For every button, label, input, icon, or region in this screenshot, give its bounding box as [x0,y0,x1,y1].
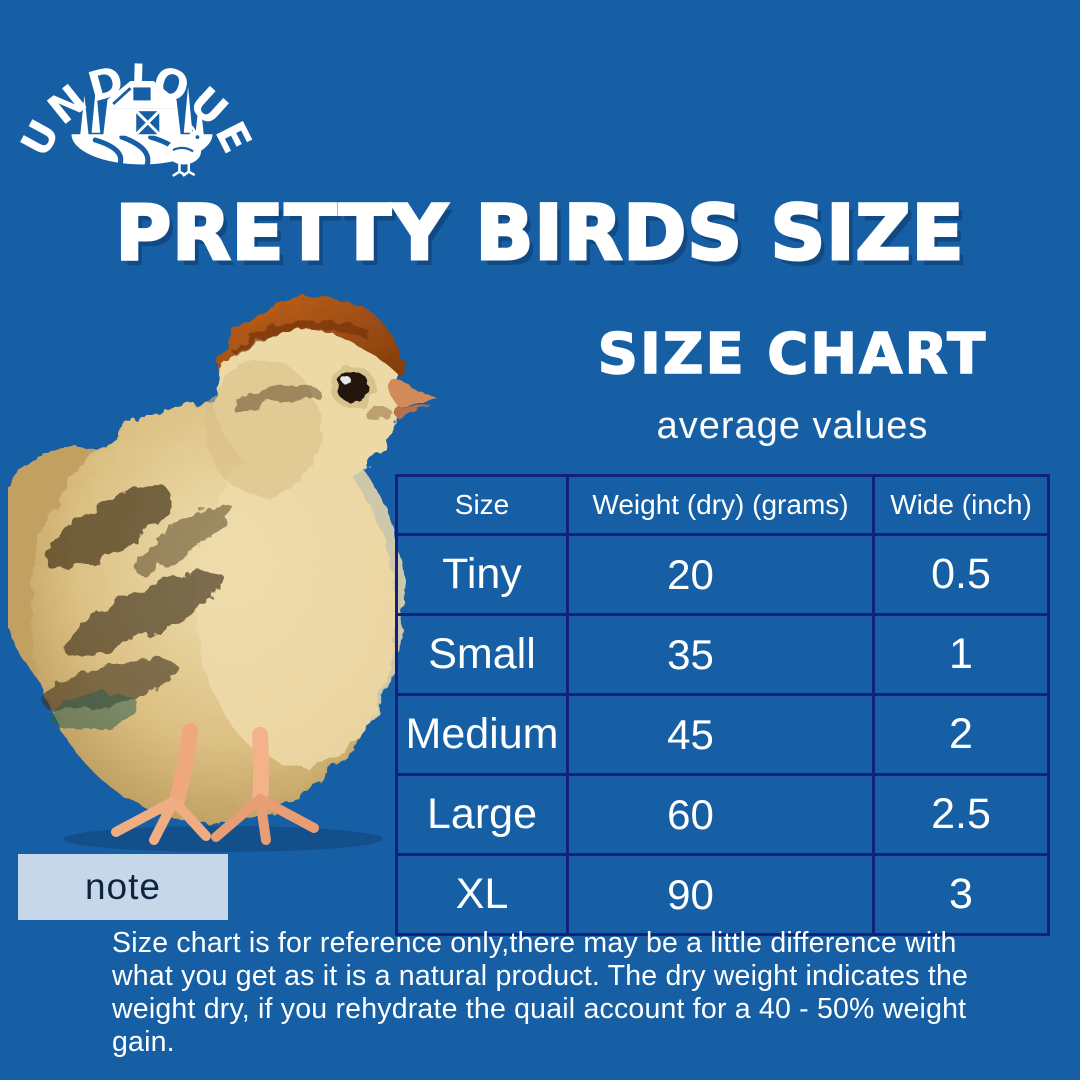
farm-icon [71,80,213,177]
column-header-size: Size [395,474,569,536]
page-title: PRETTY BIRDS SIZE [114,187,965,279]
quail-chick-photo [8,296,436,852]
table-row: Small 35 1 [395,613,1050,696]
weight-cell: 90 [566,853,875,936]
table-row: XL 90 3 [395,853,1050,936]
brand-logo: UNDIQUE [12,55,259,177]
chick-legs [111,723,319,845]
size-cell: XL [395,853,569,936]
table-header-row: Size Weight (dry) (grams) Wide (inch) [395,474,1050,536]
wide-cell: 2.5 [872,773,1050,856]
weight-cell: 35 [566,613,875,696]
chick-body-group [8,296,436,823]
size-chart-subtitle: average values [656,405,929,447]
size-cell: Large [395,773,569,856]
weight-cell: 60 [566,773,875,856]
quail-bird-icon [159,124,210,177]
column-header-weight: Weight (dry) (grams) [566,474,875,536]
column-header-wide: Wide (inch) [872,474,1050,536]
table-row: Tiny 20 0.5 [395,533,1050,616]
size-cell: Small [395,613,569,696]
wide-cell: 2 [872,693,1050,776]
size-chart-title: SIZE CHART [597,321,988,388]
size-chart-header: SIZE CHART average values [545,321,1040,448]
table-row: Medium 45 2 [395,693,1050,776]
note-label: note [18,854,228,920]
weight-cell: 45 [566,693,875,776]
size-cell: Medium [395,693,569,776]
barn-icon [107,80,177,136]
wide-cell: 1 [872,613,1050,696]
wide-cell: 0.5 [872,533,1050,616]
weight-cell: 20 [566,533,875,616]
note-text: Size chart is for reference only,there m… [112,927,969,1058]
size-table: Size Weight (dry) (grams) Wide (inch) Ti… [395,474,1050,936]
table-row: Large 60 2.5 [395,773,1050,856]
chick-shadow [63,826,383,852]
wide-cell: 3 [872,853,1050,936]
size-cell: Tiny [395,533,569,616]
